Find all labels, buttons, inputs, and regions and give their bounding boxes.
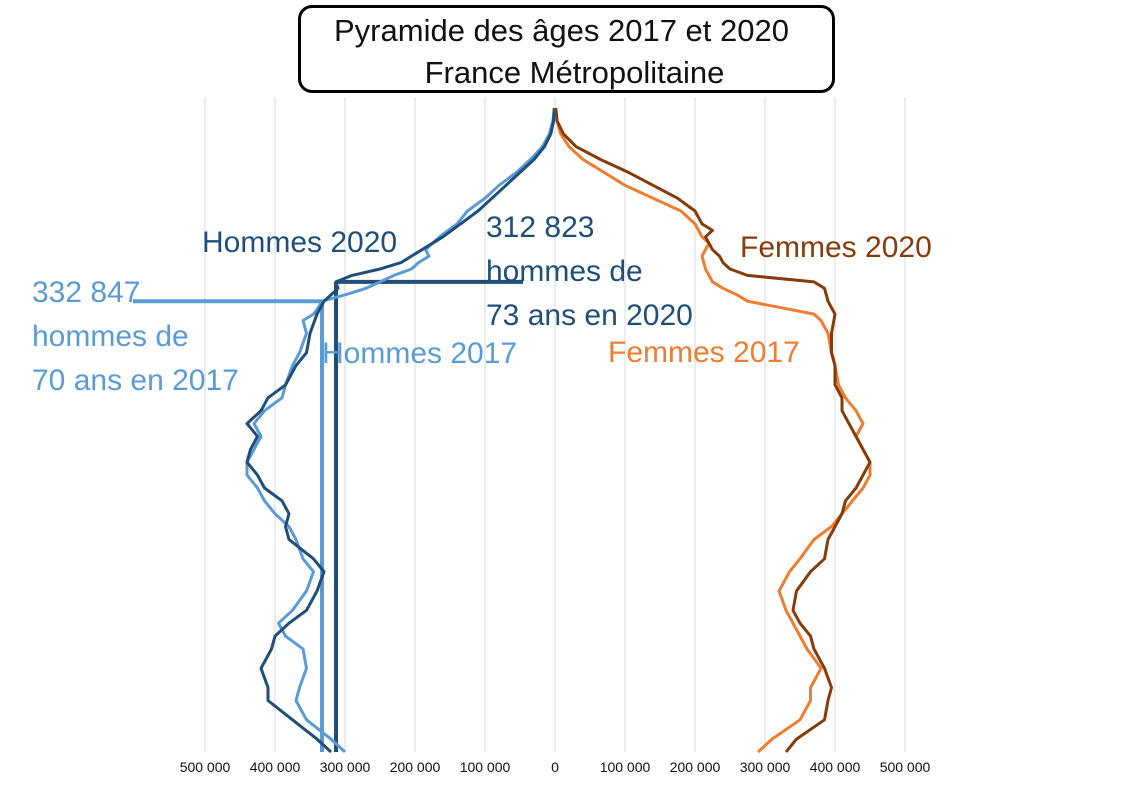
series-line-hommes-2020 bbox=[245, 107, 556, 754]
legend-label-hommes-2017: Hommes 2017 bbox=[322, 337, 518, 370]
annotation-2020-value: 312 823 bbox=[486, 211, 595, 244]
annotation-2017-text-line2: hommes de bbox=[32, 320, 189, 353]
x-tick-label: 0 bbox=[551, 759, 559, 775]
series-line-hommes-2017 bbox=[245, 107, 556, 754]
chart-title-line1: Pyramide des âges 2017 et 2020 bbox=[334, 13, 789, 48]
annotation-2017-text-line3: 70 ans en 2017 bbox=[32, 364, 239, 397]
legend-label-femmes-2020: Femmes 2020 bbox=[740, 231, 932, 264]
annotation-hommes-2020: 312 823 hommes de 73 ans en 2020 bbox=[486, 206, 693, 338]
x-tick-label: 200 000 bbox=[390, 759, 441, 775]
legend-label-hommes-2020: Hommes 2020 bbox=[202, 226, 398, 259]
annotation-guides bbox=[133, 279, 523, 752]
x-tick-label: 400 000 bbox=[810, 759, 861, 775]
annotation-2020-text-line2: hommes de bbox=[486, 255, 643, 288]
x-tick-label: 400 000 bbox=[250, 759, 301, 775]
legend-label-femmes-2017: Femmes 2017 bbox=[608, 336, 800, 369]
x-tick-label: 100 000 bbox=[600, 759, 651, 775]
x-axis-tick-labels: 500 000 400 000 300 000 200 000 100 000 0 100 … bbox=[180, 759, 931, 775]
x-tick-label: 100 000 bbox=[460, 759, 511, 775]
chart-title-line2: France Métropolitaine bbox=[424, 55, 725, 90]
gridlines bbox=[204, 97, 906, 752]
series-lines bbox=[245, 107, 872, 754]
annotation-2020-text-line3: 73 ans en 2020 bbox=[486, 299, 693, 332]
x-tick-label: 300 000 bbox=[320, 759, 371, 775]
annotation-2017-value: 332 847 bbox=[32, 276, 141, 309]
x-tick-label: 300 000 bbox=[740, 759, 791, 775]
series-line-femmes-2017 bbox=[554, 107, 872, 754]
x-tick-label: 500 000 bbox=[880, 759, 931, 775]
series-line-femmes-2020 bbox=[554, 107, 872, 753]
annotation-hommes-2017: 332 847 hommes de 70 ans en 2017 bbox=[32, 271, 239, 403]
chart-title-box: Pyramide des âges 2017 et 2020 France Mé… bbox=[298, 5, 835, 93]
x-tick-label: 200 000 bbox=[670, 759, 721, 775]
x-tick-label: 500 000 bbox=[180, 759, 231, 775]
